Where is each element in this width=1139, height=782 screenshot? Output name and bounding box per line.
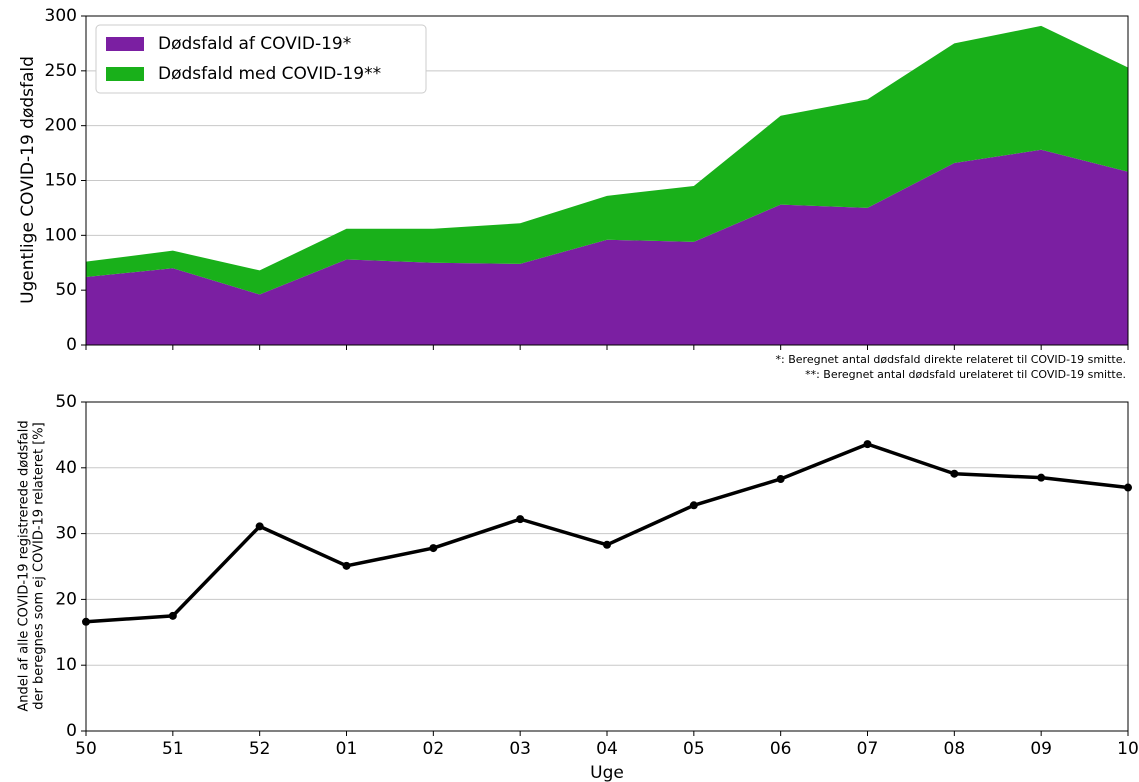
point xyxy=(689,501,698,510)
point xyxy=(950,469,959,478)
point xyxy=(168,611,177,620)
y-tick-label: 0 xyxy=(66,721,77,741)
x-tick-label: 06 xyxy=(770,739,792,759)
point xyxy=(776,474,785,483)
x-tick-label: 04 xyxy=(596,739,618,759)
x-tick-label: 10 xyxy=(1117,739,1139,759)
y-tick-label: 100 xyxy=(45,225,77,245)
x-tick-label: 52 xyxy=(249,739,271,759)
x-tick-label: 09 xyxy=(1030,739,1052,759)
y-tick-label: 30 xyxy=(55,524,77,544)
y-tick-label: 50 xyxy=(55,392,77,412)
plot-frame xyxy=(85,15,1129,346)
legend-box xyxy=(95,24,427,94)
y-axis-label: Andel af alle COVID-19 registrerede døds… xyxy=(17,420,32,711)
point xyxy=(1037,473,1046,482)
x-axis-label: Uge xyxy=(590,763,624,782)
y-tick-label: 20 xyxy=(55,589,77,609)
x-tick-label: 07 xyxy=(857,739,879,759)
x-tick-label: 02 xyxy=(423,739,445,759)
point xyxy=(255,522,264,531)
area xyxy=(86,25,1128,295)
line xyxy=(85,442,1129,624)
y-tick-label: 200 xyxy=(45,116,77,136)
y-tick-label: 250 xyxy=(45,61,77,81)
y-tick-label: 40 xyxy=(55,458,77,478)
y-axis-label: Ugentlige COVID-19 dødsfald xyxy=(18,56,38,304)
y-tick-label: 0 xyxy=(66,335,77,355)
point xyxy=(429,544,438,553)
y-tick-label: 300 xyxy=(45,6,77,26)
point xyxy=(516,515,525,524)
x-tick-label: 51 xyxy=(162,739,184,759)
legend-label: Dødsfald af COVID-19* xyxy=(158,34,351,54)
point xyxy=(863,440,872,449)
x-tick-label: 50 xyxy=(75,739,97,759)
y-tick-label: 50 xyxy=(55,280,77,300)
y-tick-label: 10 xyxy=(55,655,77,675)
point xyxy=(342,561,351,570)
x-tick-label: 05 xyxy=(683,739,705,759)
x-tick-label: 08 xyxy=(944,739,966,759)
point xyxy=(603,540,611,549)
x-tick-label: 01 xyxy=(336,739,358,759)
area xyxy=(86,149,1128,345)
y-axis-label: der beregnes som ej COVID-19 relateret [… xyxy=(32,422,47,709)
legend-label: Dødsfald med COVID-19** xyxy=(158,64,381,84)
x-tick-label: 03 xyxy=(509,739,531,759)
plot-frame xyxy=(85,401,1129,732)
footnote: *: Beregnet antal dødsfald direkte relat… xyxy=(776,353,1126,366)
y-tick-label: 150 xyxy=(45,171,77,191)
legend-swatch xyxy=(106,67,144,81)
footnote: **: Beregnet antal dødsfald urelateret t… xyxy=(805,368,1126,381)
legend-swatch xyxy=(106,37,144,51)
